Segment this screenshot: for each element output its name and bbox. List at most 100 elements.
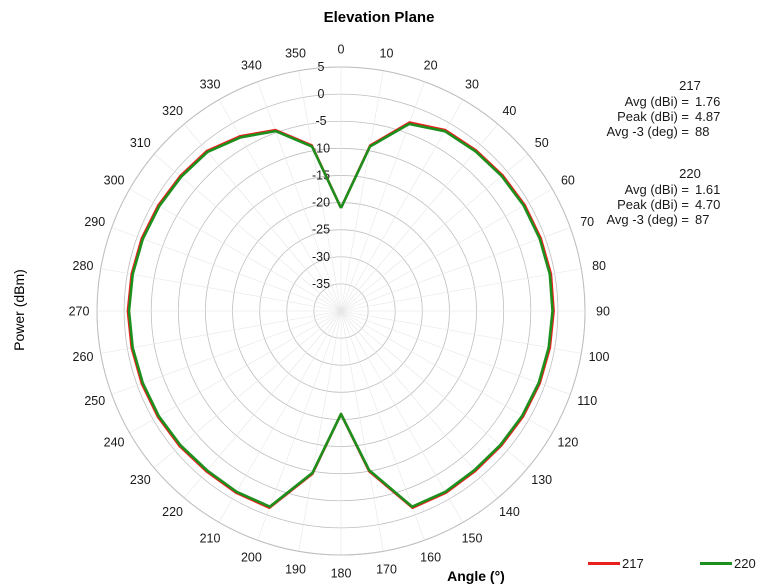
angle-tick-label: 350 xyxy=(285,46,306,60)
grid-spoke xyxy=(340,310,384,552)
stats-name: 217 xyxy=(679,78,701,93)
angle-tick-label: 80 xyxy=(592,259,606,273)
radial-tick-label: -35 xyxy=(312,277,330,291)
angle-tick-label: 140 xyxy=(499,505,520,519)
angle-tick-label: 60 xyxy=(561,174,575,188)
angle-tick-label: 150 xyxy=(462,531,483,545)
radial-tick-label: -25 xyxy=(312,223,330,237)
angle-tick-label: 260 xyxy=(73,350,94,364)
angle-tick-label: 130 xyxy=(531,473,552,487)
grid-spoke xyxy=(129,310,342,434)
angle-tick-label: 220 xyxy=(162,505,183,519)
grid-spoke xyxy=(340,310,582,354)
radial-tick-label: -20 xyxy=(312,196,330,210)
stats-row: Avg -3 (deg) = 87 xyxy=(596,212,746,227)
angle-tick-label: 180 xyxy=(331,567,352,581)
stats-label: Avg (dBi) = xyxy=(624,182,689,197)
legend-item-217: 217 xyxy=(588,556,644,571)
y-axis-label: Power (dBm) xyxy=(11,269,27,351)
grid-spoke xyxy=(340,310,499,499)
stats-label: Peak (dBi) = xyxy=(617,109,689,124)
grid-spoke xyxy=(183,310,342,499)
stats-label: Avg (dBi) = xyxy=(624,94,689,109)
angle-tick-label: 70 xyxy=(580,215,594,229)
stats-row: Avg (dBi) = 1.61 xyxy=(596,182,746,197)
grid-spoke xyxy=(340,99,464,312)
radial-tick-label: -10 xyxy=(312,141,330,155)
angle-tick-label: 120 xyxy=(557,436,578,450)
grid-spoke xyxy=(298,70,342,312)
angle-tick-label: 160 xyxy=(420,551,441,565)
grid-spoke xyxy=(340,188,553,312)
radial-tick-label: -5 xyxy=(315,114,326,128)
stats-value: 1.76 xyxy=(695,94,721,109)
grid-spoke xyxy=(340,123,499,312)
angle-tick-label: 190 xyxy=(285,563,306,577)
grid-spoke xyxy=(153,310,342,469)
grid-spoke xyxy=(340,70,384,312)
angle-tick-label: 170 xyxy=(376,563,397,577)
stats-value: 88 xyxy=(695,124,710,139)
grid-spoke xyxy=(340,310,553,434)
angle-tick-label: 250 xyxy=(84,394,105,408)
angle-tick-label: 200 xyxy=(241,551,262,565)
stats-row: Peak (dBi) = 4.87 xyxy=(596,109,746,124)
angle-tick-labels: 0 102030405060708090100110120130140150160… xyxy=(69,43,610,581)
angle-tick-label: 320 xyxy=(162,104,183,118)
angle-tick-label: 100 xyxy=(589,350,610,364)
grid-spoke xyxy=(111,310,342,395)
grid-spoke xyxy=(340,227,571,312)
stats-label: Avg -3 (deg) = xyxy=(606,212,689,227)
angle-tick-label: 300 xyxy=(104,174,125,188)
legend-label: 217 xyxy=(622,556,644,571)
stats-row: Avg -3 (deg) = 88 xyxy=(596,124,746,139)
grid-spoke xyxy=(340,153,529,312)
grid-spoke xyxy=(340,310,571,395)
grid-spoke xyxy=(153,153,342,312)
radial-tick-labels: 50-5-10-15-20-25-30-35 xyxy=(312,60,330,291)
grid-spoke xyxy=(340,310,425,541)
chart-title: Elevation Plane xyxy=(324,9,435,26)
grid-spoke xyxy=(218,99,342,312)
stats-label: Peak (dBi) = xyxy=(617,197,689,212)
angle-tick-label: 0 xyxy=(338,43,345,57)
stats-name: 220 xyxy=(679,166,701,181)
stats-row: Peak (dBi) = 4.70 xyxy=(596,197,746,212)
stats-value: 4.87 xyxy=(695,109,721,124)
stats-value: 1.61 xyxy=(695,182,721,197)
grid-spoke xyxy=(340,268,582,312)
grid-spoke xyxy=(100,268,342,312)
angle-tick-label: 290 xyxy=(84,215,105,229)
radial-tick-label: 5 xyxy=(318,60,325,74)
series-line-220 xyxy=(127,122,554,508)
angle-tick-label: 20 xyxy=(424,58,438,72)
legend-swatch xyxy=(588,562,620,565)
angle-tick-label: 50 xyxy=(535,136,549,150)
grid-spoke xyxy=(257,310,342,541)
grid-spoke xyxy=(100,310,342,354)
angle-tick-label: 240 xyxy=(104,436,125,450)
grid-spoke xyxy=(111,227,342,312)
x-axis-label: Angle (°) xyxy=(447,568,505,584)
stats-value: 87 xyxy=(695,212,710,227)
stats-value: 4.70 xyxy=(695,197,721,212)
angle-tick-label: 310 xyxy=(130,136,151,150)
angle-tick-label: 330 xyxy=(200,78,221,92)
angle-tick-label: 40 xyxy=(502,104,516,118)
radial-tick-label: -30 xyxy=(312,250,330,264)
grid-spoke xyxy=(257,81,342,312)
angle-tick-label: 90 xyxy=(596,305,610,319)
grid-spoke xyxy=(218,310,342,523)
radial-tick-label: 0 xyxy=(318,87,325,101)
grid-spoke xyxy=(340,310,464,523)
grid-spoke xyxy=(340,81,425,312)
angle-tick-label: 210 xyxy=(200,531,221,545)
grid-spoke xyxy=(183,123,342,312)
grid-spoke xyxy=(340,310,529,469)
angle-tick-label: 110 xyxy=(577,394,597,408)
grid-outer-ring xyxy=(96,66,586,556)
angle-tick-label: 340 xyxy=(241,58,262,72)
angle-tick-label: 230 xyxy=(130,473,151,487)
angle-tick-label: 10 xyxy=(380,46,394,60)
